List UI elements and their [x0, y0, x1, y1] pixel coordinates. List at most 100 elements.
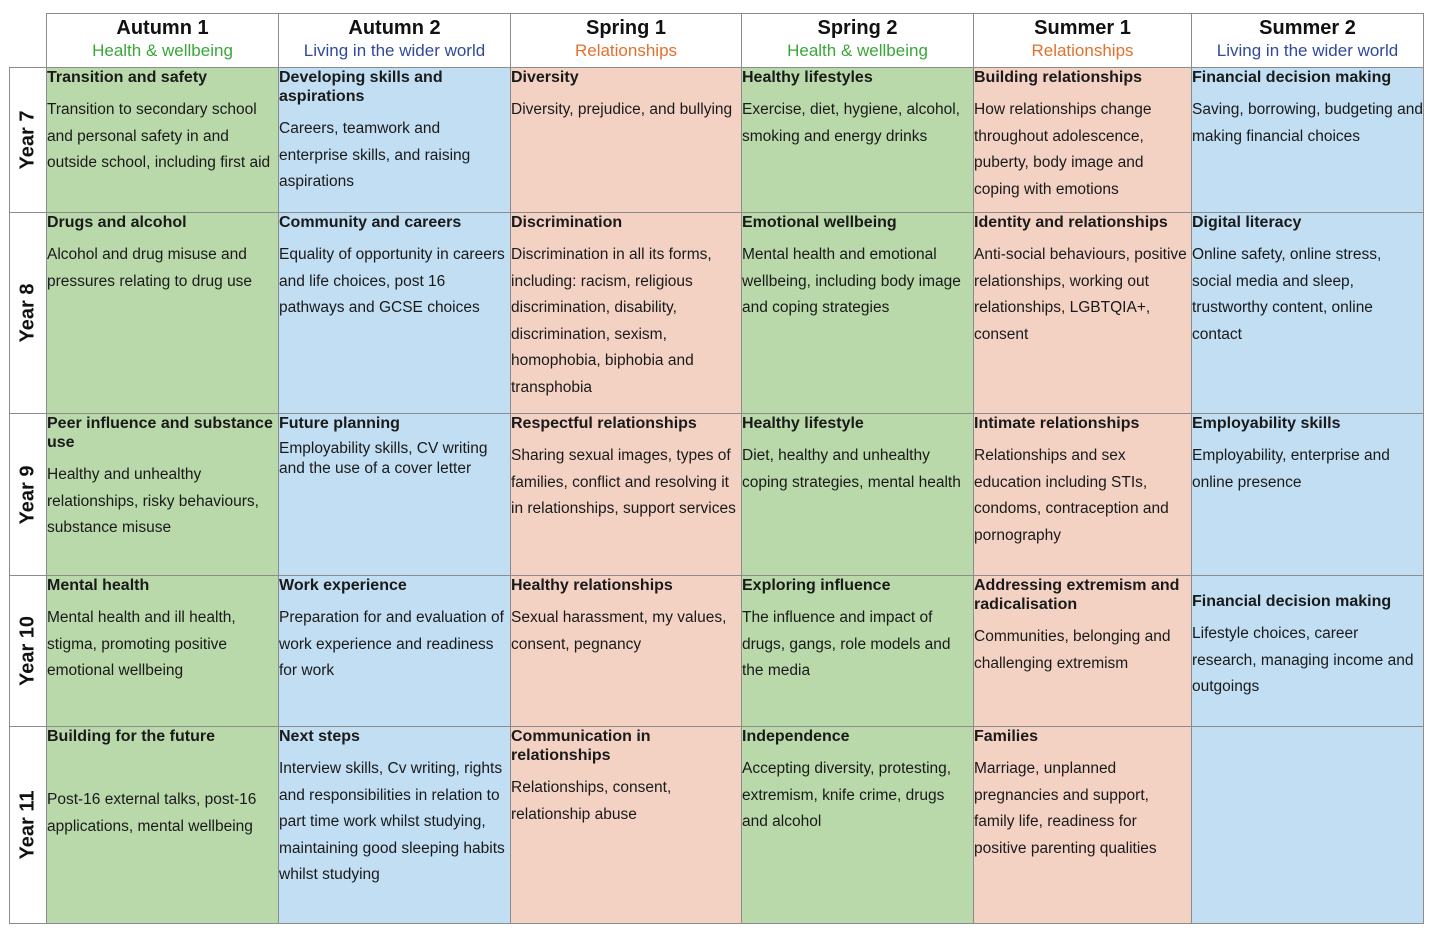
year-row-11: Year 11 Building for the future Post-16 … — [9, 726, 1424, 924]
topic-cell: Digital literacy Online safety, online s… — [1191, 212, 1424, 414]
topic-cell: Healthy lifestyle Diet, healthy and unhe… — [741, 413, 974, 576]
corner-cell — [9, 13, 47, 68]
year-label: Year 10 — [16, 615, 39, 687]
topic-cell: Work experience Preparation for and eval… — [278, 575, 511, 727]
topic-cell: Identity and relationships Anti-social b… — [973, 212, 1192, 414]
topic-description: How relationships change throughout adol… — [974, 101, 1152, 198]
topic-title: Future planning — [279, 415, 400, 432]
topic-description: Alcohol and drug misuse and pressures re… — [47, 246, 253, 290]
term-header-summer-2: Summer 2 Living in the wider world — [1191, 13, 1424, 68]
topic-title: Respectful relationships — [511, 415, 697, 432]
year-label: Year 9 — [16, 465, 39, 524]
topic-title: Addressing extremism and radicalisation — [974, 577, 1180, 613]
topic-cell: Transition and safety Transition to seco… — [46, 67, 279, 213]
topic-title: Communication in relationships — [511, 728, 651, 764]
topic-cell: Addressing extremism and radicalisation … — [973, 575, 1192, 727]
topic-description: Transition to secondary school and perso… — [47, 101, 271, 171]
topic-title: Drugs and alcohol — [47, 214, 187, 231]
topic-title: Transition and safety — [47, 69, 208, 86]
topic-title: Peer influence and substance use — [47, 415, 273, 451]
topic-description: Equality of opportunity in careers and l… — [279, 246, 505, 316]
topic-cell: Financial decision making Saving, borrow… — [1191, 67, 1424, 213]
topic-cell: Employability skills Employability, ente… — [1191, 413, 1424, 576]
term-name: Autumn 1 — [116, 17, 209, 39]
topic-description: Relationships and sex education includin… — [974, 447, 1169, 544]
year-label-cell: Year 7 — [9, 67, 47, 213]
topic-description: Marriage, unplanned pregnancies and supp… — [974, 760, 1157, 857]
year-row-8: Year 8 Drugs and alcohol Alcohol and dru… — [9, 212, 1424, 414]
topic-description: Interview skills, Cv writing, rights and… — [279, 760, 505, 883]
term-header-row: Autumn 1 Health & wellbeing Autumn 2 Liv… — [9, 13, 1424, 68]
topic-cell: Diversity Diversity, prejudice, and bull… — [510, 67, 742, 213]
year-row-10: Year 10 Mental health Mental health and … — [9, 575, 1424, 727]
term-theme: Living in the wider world — [1216, 41, 1399, 60]
topic-cell: Discrimination Discrimination in all its… — [510, 212, 742, 414]
year-label: Year 8 — [16, 283, 39, 343]
topic-description: Sharing sexual images, types of families… — [511, 447, 736, 517]
topic-cell: Future planning Employability skills, CV… — [278, 413, 511, 576]
topic-title: Building relationships — [974, 69, 1143, 86]
topic-title: Intimate relationships — [974, 415, 1140, 432]
term-theme: Health & wellbeing — [92, 41, 233, 60]
topic-description: Diet, healthy and unhealthy coping strat… — [742, 447, 961, 491]
year-label-cell: Year 10 — [9, 575, 47, 727]
topic-cell: Healthy relationships Sexual harassment,… — [510, 575, 742, 727]
topic-cell: Building for the future Post-16 external… — [46, 726, 279, 924]
term-header-summer-1: Summer 1 Relationships — [973, 13, 1192, 68]
year-label: Year 7 — [16, 110, 39, 170]
topic-cell: Building relationships How relationships… — [973, 67, 1192, 213]
topic-title: Identity and relationships — [974, 214, 1168, 231]
topic-description: Healthy and unhealthy relationships, ris… — [47, 466, 259, 536]
topic-title: Financial decision making — [1192, 593, 1392, 610]
topic-description: Relationships, consent, relationship abu… — [511, 779, 672, 823]
topic-description: Post-16 external talks, post-16 applicat… — [47, 791, 257, 835]
topic-cell: Developing skills and aspirations Career… — [278, 67, 511, 213]
topic-description: Mental health and emotional wellbeing, i… — [742, 246, 961, 316]
topic-title: Families — [974, 728, 1039, 745]
term-theme: Relationships — [574, 41, 678, 60]
term-name: Autumn 2 — [348, 17, 441, 39]
topic-cell: Communication in relationships Relations… — [510, 726, 742, 924]
term-name: Summer 1 — [1034, 17, 1131, 39]
term-name: Spring 1 — [585, 17, 666, 39]
year-label-cell: Year 8 — [9, 212, 47, 414]
topic-description: Discrimination in all its forms, includi… — [511, 246, 712, 396]
empty-topic-cell — [1191, 726, 1424, 924]
topic-cell: Next steps Interview skills, Cv writing,… — [278, 726, 511, 924]
topic-cell: Community and careers Equality of opport… — [278, 212, 511, 414]
topic-title: Exploring influence — [742, 577, 891, 594]
topic-description: Accepting diversity, protesting, extremi… — [742, 760, 952, 830]
term-name: Spring 2 — [817, 17, 898, 39]
topic-title: Diversity — [511, 69, 579, 86]
topic-title: Mental health — [47, 577, 150, 594]
topic-cell: Healthy lifestyles Exercise, diet, hygie… — [741, 67, 974, 213]
topic-description: Employability, enterprise and online pre… — [1192, 447, 1390, 491]
curriculum-table: Autumn 1 Health & wellbeing Autumn 2 Liv… — [9, 13, 1424, 924]
topic-cell: Respectful relationships Sharing sexual … — [510, 413, 742, 576]
topic-title: Healthy relationships — [511, 577, 673, 594]
topic-description: Mental health and ill health, stigma, pr… — [47, 609, 236, 679]
year-label-cell: Year 11 — [9, 726, 47, 924]
topic-description: Communities, belonging and challenging e… — [974, 628, 1171, 672]
term-theme: Relationships — [1031, 41, 1134, 60]
topic-title: Next steps — [279, 728, 360, 745]
term-header-autumn-2: Autumn 2 Living in the wider world — [278, 13, 511, 68]
topic-title: Building for the future — [47, 728, 215, 745]
topic-cell: Peer influence and substance use Healthy… — [46, 413, 279, 576]
topic-cell: Independence Accepting diversity, protes… — [741, 726, 974, 924]
year-label-cell: Year 9 — [9, 413, 47, 576]
topic-cell: Drugs and alcohol Alcohol and drug misus… — [46, 212, 279, 414]
topic-description: Online safety, online stress, social med… — [1192, 246, 1382, 343]
topic-description: Diversity, prejudice, and bullying — [511, 101, 733, 118]
term-name: Summer 2 — [1259, 17, 1356, 39]
year-row-9: Year 9 Peer influence and substance use … — [9, 413, 1424, 576]
topic-title: Developing skills and aspirations — [279, 69, 443, 105]
topic-description: Careers, teamwork and enterprise skills,… — [279, 120, 471, 190]
topic-cell: Mental health Mental health and ill heal… — [46, 575, 279, 727]
topic-description: Saving, borrowing, budgeting and making … — [1192, 101, 1423, 145]
topic-title: Work experience — [279, 577, 407, 594]
topic-cell: Emotional wellbeing Mental health and em… — [741, 212, 974, 414]
term-theme: Living in the wider world — [303, 41, 486, 60]
topic-description: Sexual harassment, my values, consent, p… — [511, 609, 727, 653]
topic-title: Healthy lifestyles — [742, 69, 873, 86]
